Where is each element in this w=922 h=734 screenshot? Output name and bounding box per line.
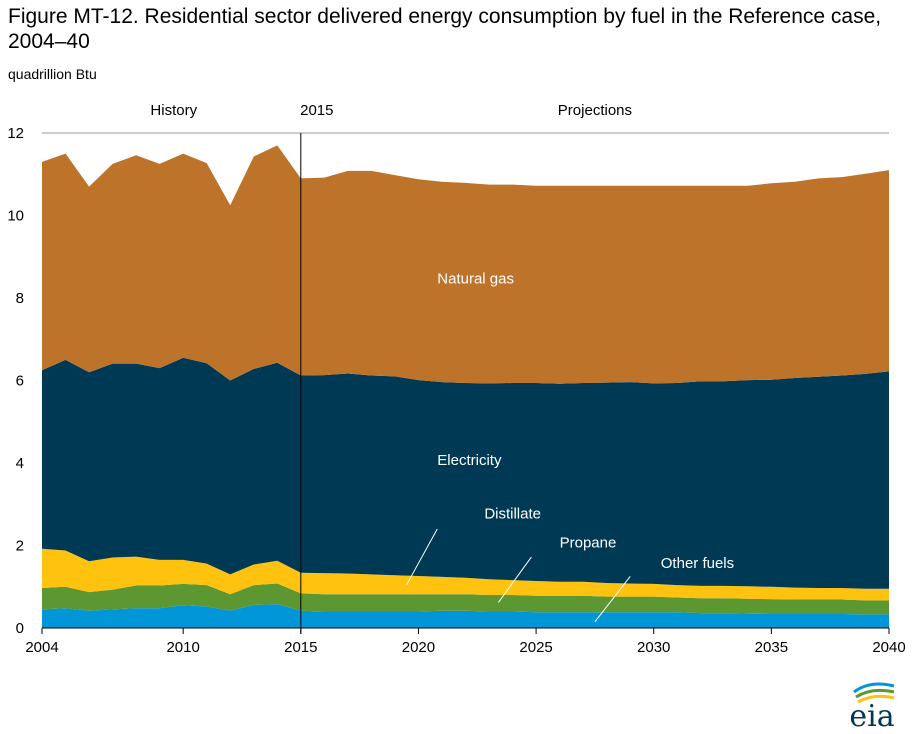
y-tick-label: 4 — [16, 455, 24, 472]
x-tick-label: 2010 — [166, 639, 199, 656]
x-axis-ticks: 2004 2010 2015 2020 2025 2030 2035 2040 — [25, 628, 906, 656]
x-tick-label: 2004 — [25, 639, 58, 656]
y-tick-label: 12 — [7, 125, 24, 142]
y-tick-label: 8 — [16, 290, 24, 307]
label-electricity: Electricity — [437, 452, 502, 469]
y-axis-ticks: 0 2 4 6 8 10 12 — [7, 125, 24, 637]
projections-label: Projections — [558, 102, 632, 119]
callout-line-other-fuels — [594, 576, 631, 623]
label-distillate: Distillate — [484, 506, 541, 523]
x-tick-label: 2035 — [755, 639, 788, 656]
x-tick-label: 2015 — [284, 639, 317, 656]
chart-title: Figure MT-12. Residential sector deliver… — [8, 5, 882, 53]
callout-line-distillate — [406, 528, 438, 585]
y-tick-label: 6 — [16, 373, 24, 390]
callout-line-propane — [498, 556, 532, 603]
y-tick-label: 0 — [16, 620, 24, 637]
x-tick-label: 2025 — [519, 639, 552, 656]
callout-lines — [406, 528, 631, 623]
y-axis-unit-label: quadrillion Btu — [8, 66, 97, 82]
stacked-areas — [42, 145, 889, 628]
y-tick-label: 2 — [16, 538, 24, 555]
y-tick-label: 10 — [7, 208, 24, 225]
x-tick-label: 2040 — [872, 639, 905, 656]
area-electricity — [42, 357, 889, 589]
label-natural-gas: Natural gas — [437, 271, 514, 288]
eia-logo-text: eia — [849, 699, 894, 730]
label-propane: Propane — [560, 535, 617, 552]
history-label: History — [150, 102, 197, 119]
x-tick-label: 2030 — [637, 639, 670, 656]
area-propane — [42, 583, 889, 615]
eia-logo: eia — [849, 682, 895, 730]
area-distillate — [42, 548, 889, 601]
x-tick-label: 2020 — [402, 639, 435, 656]
area-natural-gas — [42, 145, 889, 384]
label-other-fuels: Other fuels — [661, 555, 734, 572]
series-labels: Natural gas Electricity Distillate Propane O… — [437, 271, 734, 573]
area-other-fuels — [42, 604, 889, 628]
divider-year-label: 2015 — [300, 102, 333, 119]
